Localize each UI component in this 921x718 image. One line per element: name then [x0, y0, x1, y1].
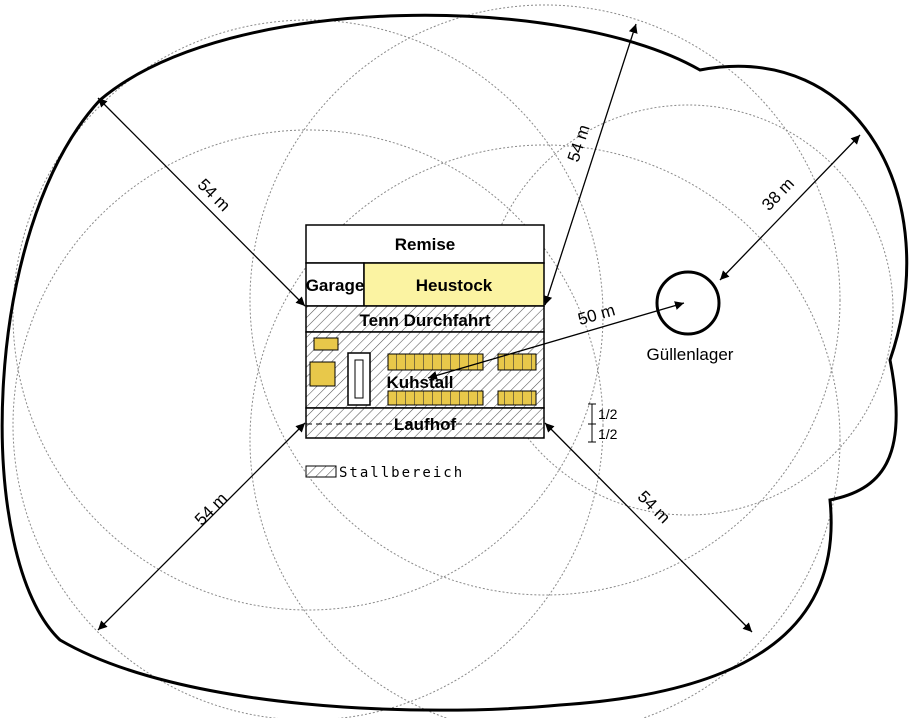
stall-row-lower-1	[387, 390, 484, 406]
feed-passage-inner	[354, 359, 364, 399]
dim-label-lower-left: 54 m	[191, 489, 231, 529]
arrow-right	[719, 134, 861, 281]
remise-box	[305, 224, 545, 264]
circle-upper-right	[249, 4, 841, 596]
fraction-upper: 1/2	[598, 406, 618, 422]
stall-row-lower-2	[497, 390, 537, 406]
calf-box-top	[313, 337, 339, 351]
farm-building: Remise Garage Heustock Tenn Durchfahrt K…	[305, 224, 545, 439]
fraction-markers	[588, 403, 596, 443]
distance-boundary	[0, 13, 909, 712]
legend-swatch	[305, 465, 337, 478]
remise-label: Remise	[395, 235, 455, 254]
laufhof-label: Laufhof	[394, 415, 457, 434]
slurry-store	[655, 270, 721, 336]
arrow-center	[427, 301, 685, 380]
calf-box	[309, 361, 336, 387]
arrow-lower-right	[544, 422, 753, 633]
arrow-lower-left	[97, 422, 306, 631]
fraction-lower: 1/2	[598, 426, 618, 442]
slurry-store-label: Güllenlager	[647, 345, 734, 364]
dim-label-lower-right: 54 m	[634, 487, 674, 527]
legend-label: Stallbereich	[339, 465, 464, 481]
heustock-label: Heustock	[416, 276, 493, 295]
stall-row-upper-1	[387, 353, 484, 371]
dimension-arrows	[97, 23, 861, 633]
laufhof-box	[305, 407, 545, 439]
arrow-upper-mid	[543, 23, 638, 306]
garage-label: Garage	[306, 276, 365, 295]
kuhstall-label: Kuhstall	[386, 373, 453, 392]
tenn-label: Tenn Durchfahrt	[360, 311, 491, 330]
arrow-upper-left	[97, 97, 306, 307]
dim-label-upper-left: 54 m	[194, 175, 234, 215]
dim-label-upper-mid: 54 m	[564, 122, 594, 164]
dim-label-right: 38 m	[758, 174, 798, 214]
